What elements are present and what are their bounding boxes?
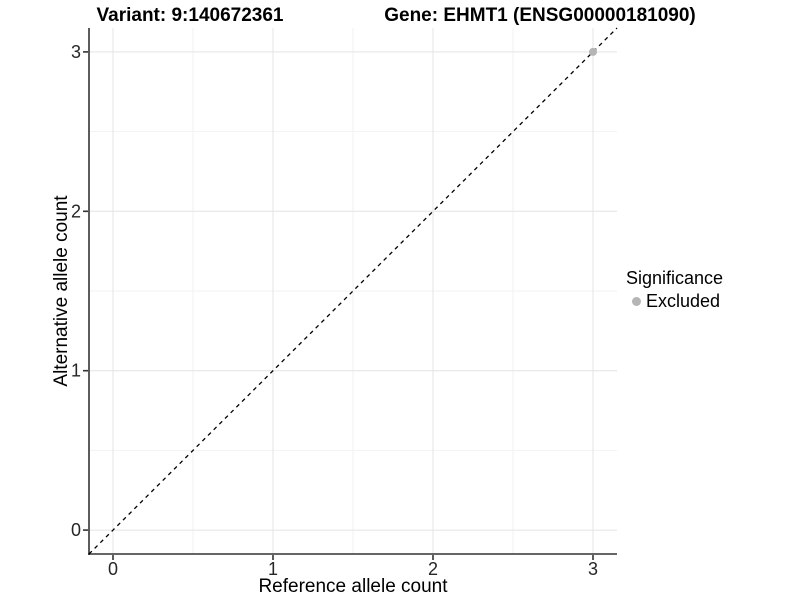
legend-point-icon	[632, 296, 641, 306]
x-tick-label: 2	[428, 559, 438, 579]
data-point	[589, 47, 597, 56]
x-tick-label: 1	[268, 559, 278, 579]
y-axis-label: Alternative allele count	[51, 195, 72, 387]
x-axis-label: Reference allele count	[258, 576, 448, 597]
gene-title: Gene: EHMT1 (ENSG00000181090)	[384, 5, 696, 26]
variant-title: Variant: 9:140672361	[96, 5, 284, 26]
legend-item-excluded: Excluded	[626, 291, 723, 311]
legend-title: Significance	[626, 268, 724, 288]
y-tick-label: 2	[71, 201, 81, 221]
legend-item-label: Excluded	[646, 291, 721, 311]
y-tick-label: 0	[71, 520, 81, 540]
y-tick-label: 3	[71, 42, 81, 62]
x-tick-label: 0	[108, 559, 118, 579]
legend: Significance Excluded	[626, 268, 723, 311]
x-tick-label: 3	[588, 559, 598, 579]
y-tick-label: 1	[71, 361, 81, 381]
